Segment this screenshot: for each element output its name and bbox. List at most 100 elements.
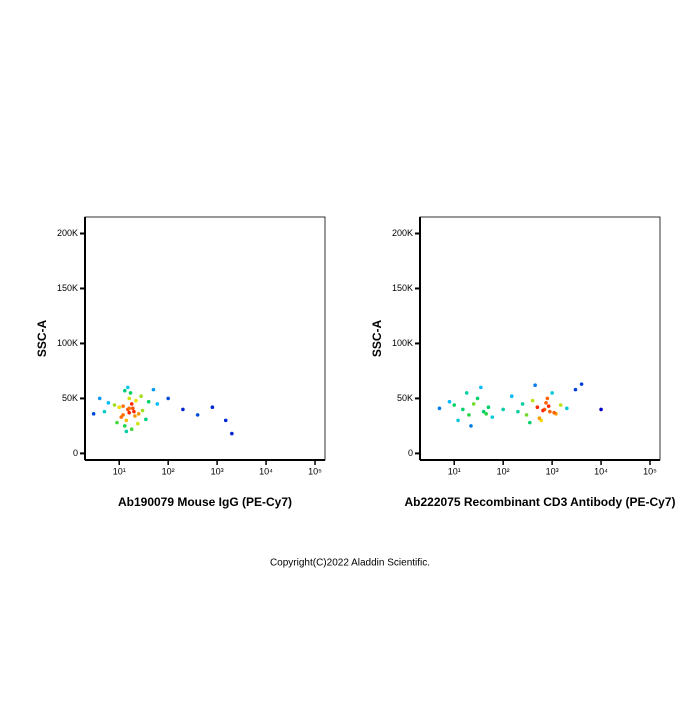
event-dot	[516, 409, 520, 414]
y-tick-label: 0	[73, 448, 78, 458]
event-dot	[447, 399, 452, 404]
event-dot	[195, 413, 200, 417]
event-dot	[210, 405, 215, 410]
event-dot	[129, 402, 134, 406]
x-tick-label: 10³	[546, 466, 559, 476]
y-tick-label: 100K	[392, 338, 413, 348]
event-dot	[146, 399, 151, 404]
event-dot	[124, 418, 129, 423]
event-dot	[464, 391, 469, 395]
event-dot	[122, 424, 127, 428]
plot-frame	[419, 216, 661, 461]
event-dot	[121, 404, 125, 408]
y-tick-label: 200K	[57, 228, 78, 238]
event-dot	[127, 396, 132, 401]
event-dot	[166, 396, 170, 401]
event-dot	[112, 403, 117, 407]
event-dot	[475, 396, 480, 401]
event-dot	[533, 383, 537, 388]
event-dot	[544, 401, 548, 405]
event-dot	[91, 412, 96, 416]
event-dot	[456, 418, 460, 423]
x-tick-label: 10⁴	[594, 466, 608, 476]
event-dot	[144, 417, 148, 422]
event-dot	[546, 404, 551, 408]
event-dot	[181, 407, 185, 412]
event-dot	[155, 402, 160, 406]
event-dot	[133, 414, 137, 418]
x-tick-label: 10¹	[113, 466, 126, 476]
y-axis-label: SSC-A	[35, 320, 49, 358]
y-tick-label: 50K	[397, 393, 413, 403]
event-dot	[479, 385, 483, 390]
x-axis-label: Ab190079 Mouse IgG (PE-Cy7)	[118, 495, 292, 509]
event-dot	[490, 415, 495, 419]
event-dot	[541, 408, 545, 413]
event-dot	[548, 409, 552, 414]
x-tick-label: 10⁵	[643, 466, 657, 476]
event-dot	[127, 410, 132, 415]
x-tick-label: 10³	[211, 466, 224, 476]
event-dot	[509, 394, 514, 399]
event-dot	[131, 406, 135, 411]
event-dot	[136, 421, 140, 426]
event-dot	[469, 424, 473, 428]
event-dot	[520, 402, 525, 406]
x-axis-label: Ab222075 Recombinant CD3 Antibody (PE-Cy…	[405, 495, 676, 509]
copyright: Copyright(C)2022 Aladdin Scientific.	[270, 558, 430, 569]
event-dot	[579, 382, 584, 386]
event-dot	[117, 405, 122, 410]
event-dot	[527, 420, 532, 425]
x-tick-label: 10²	[497, 466, 510, 476]
event-dot	[97, 396, 102, 401]
event-dot	[486, 405, 491, 410]
event-dot	[471, 402, 476, 406]
event-dot	[151, 387, 156, 392]
plot-frame	[84, 216, 326, 461]
event-dot	[599, 407, 603, 412]
event-dot	[530, 398, 535, 403]
x-tick-label: 10⁵	[308, 466, 322, 476]
event-dot	[128, 391, 133, 395]
event-dot	[139, 394, 143, 399]
x-tick-label: 10⁴	[259, 466, 273, 476]
event-dot	[124, 429, 129, 434]
y-tick-label: 100K	[57, 338, 78, 348]
y-tick-label: 150K	[57, 283, 78, 293]
event-dot	[106, 401, 111, 405]
event-dot	[140, 408, 145, 413]
event-dot	[119, 415, 124, 419]
event-dot	[223, 418, 228, 423]
event-dot	[136, 412, 141, 416]
event-dot	[132, 409, 136, 414]
event-dot	[129, 427, 134, 432]
event-dot	[467, 413, 471, 417]
event-dot	[573, 387, 578, 392]
event-dot	[501, 407, 505, 412]
event-dot	[230, 431, 234, 436]
y-tick-label: 50K	[62, 393, 78, 403]
event-dot	[115, 420, 119, 425]
event-dot	[461, 407, 465, 412]
event-dot	[126, 385, 130, 390]
event-dot	[565, 406, 569, 411]
y-axis-label: SSC-A	[370, 320, 384, 358]
event-dot	[437, 406, 442, 411]
event-dot	[134, 398, 138, 403]
event-dot	[545, 396, 550, 401]
x-tick-label: 10²	[162, 466, 175, 476]
event-dot	[484, 412, 488, 416]
x-tick-label: 10¹	[448, 466, 461, 476]
event-dot	[524, 413, 529, 417]
event-dot	[452, 403, 457, 407]
event-dot	[552, 410, 556, 415]
event-dot	[481, 409, 486, 414]
event-dot	[558, 403, 563, 407]
y-tick-label: 200K	[392, 228, 413, 238]
event-dot	[122, 388, 127, 393]
event-dot	[550, 391, 554, 395]
event-dot	[102, 409, 107, 414]
y-tick-label: 150K	[392, 283, 413, 293]
y-tick-label: 0	[408, 448, 413, 458]
